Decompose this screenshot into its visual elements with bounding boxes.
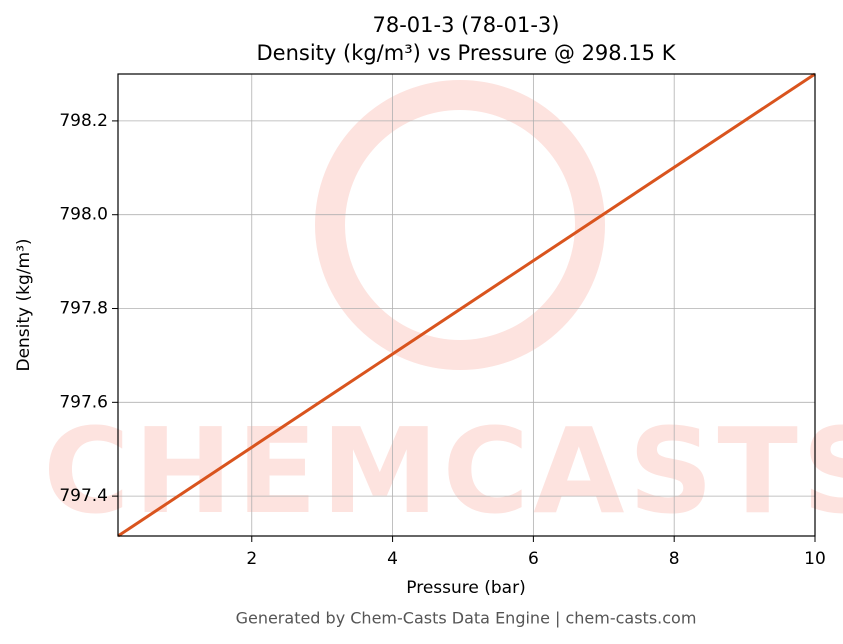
watermark: CHEMCASTS (43, 402, 843, 540)
y-tick-label: 798.2 (59, 111, 108, 131)
watermark-logo (315, 80, 605, 370)
y-tick-label: 797.6 (59, 392, 108, 412)
y-tick-label: 798.0 (59, 205, 108, 225)
data-line (117, 72, 816, 538)
x-tick-label: 6 (528, 549, 539, 569)
x-tick-label: 10 (804, 549, 826, 569)
x-axis-label: Pressure (bar) (406, 578, 525, 598)
x-tick-label: 4 (387, 549, 398, 569)
chart-subtitle: Density (kg/m³) vs Pressure @ 298.15 K (256, 41, 676, 65)
y-tick-label: 797.8 (59, 299, 108, 319)
footer: Generated by Chem-Casts Data Engine | ch… (236, 609, 697, 628)
plot-frame (117, 73, 816, 537)
x-tick-label: 8 (669, 549, 680, 569)
y-tick-label: 797.4 (59, 486, 108, 506)
chart-title: 78-01-3 (78-01-3) (373, 13, 560, 37)
x-tick-label: 2 (246, 549, 257, 569)
y-axis-label: Density (kg/m³) (14, 238, 34, 371)
